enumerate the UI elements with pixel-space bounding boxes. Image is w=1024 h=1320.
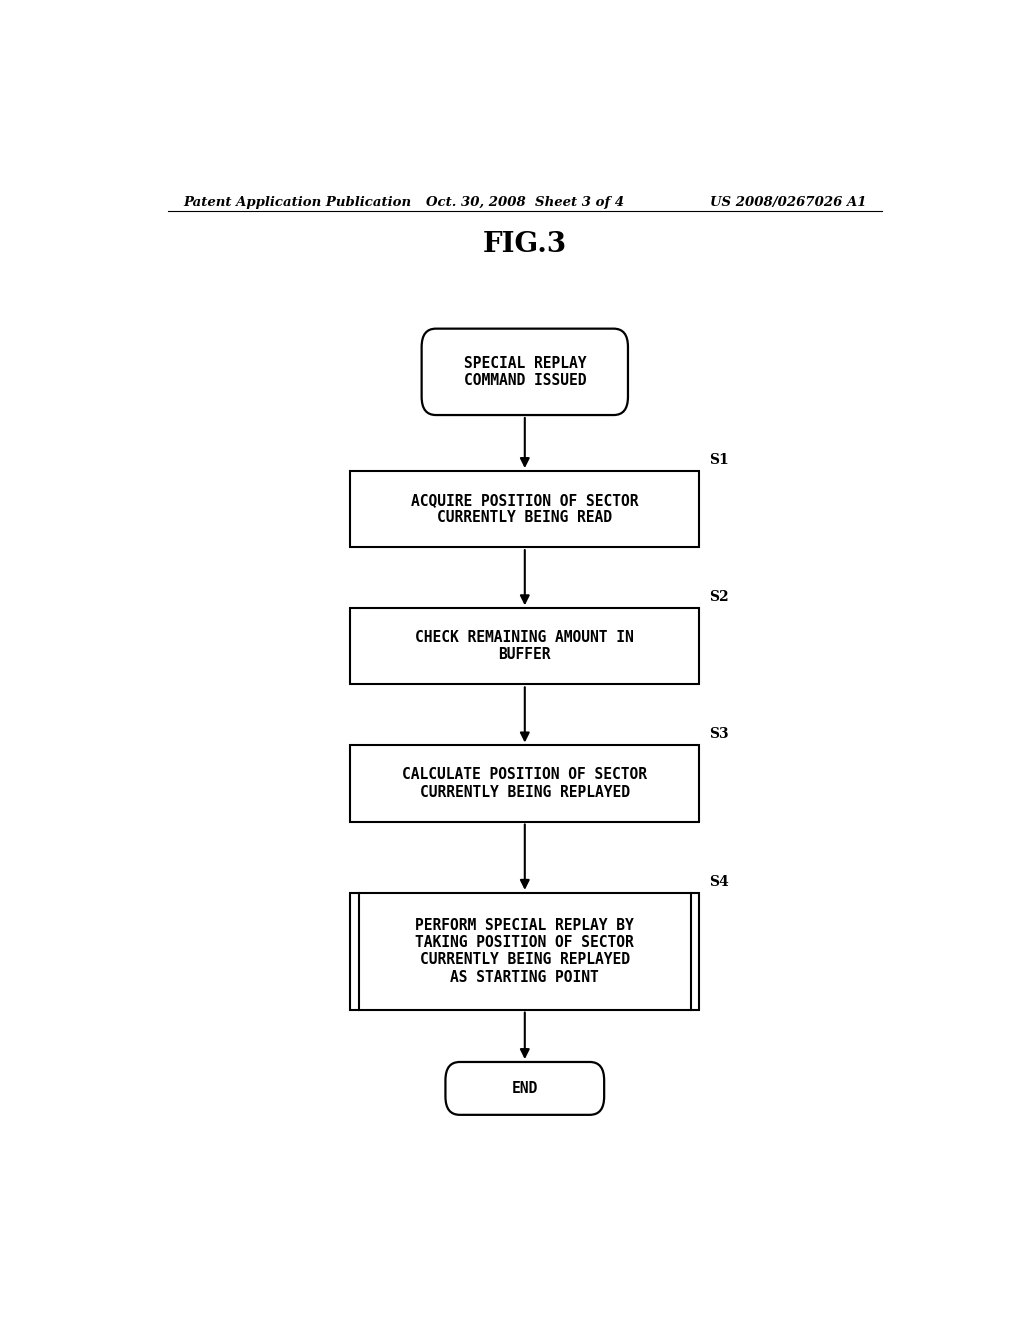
Text: S3: S3 <box>709 727 728 742</box>
Bar <box>350 746 699 821</box>
Bar <box>350 892 699 1010</box>
Text: END: END <box>512 1081 538 1096</box>
Text: CHECK REMAINING AMOUNT IN
BUFFER: CHECK REMAINING AMOUNT IN BUFFER <box>416 630 634 663</box>
Text: CALCULATE POSITION OF SECTOR
CURRENTLY BEING REPLAYED: CALCULATE POSITION OF SECTOR CURRENTLY B… <box>402 767 647 800</box>
Text: SPECIAL REPLAY
COMMAND ISSUED: SPECIAL REPLAY COMMAND ISSUED <box>464 355 586 388</box>
Text: FIG.3: FIG.3 <box>482 231 567 259</box>
Text: S2: S2 <box>709 590 728 605</box>
Text: S4: S4 <box>709 875 729 888</box>
Text: Oct. 30, 2008  Sheet 3 of 4: Oct. 30, 2008 Sheet 3 of 4 <box>426 195 624 209</box>
FancyBboxPatch shape <box>445 1063 604 1115</box>
Bar <box>350 471 699 548</box>
FancyBboxPatch shape <box>422 329 628 414</box>
Text: ACQUIRE POSITION OF SECTOR
CURRENTLY BEING READ: ACQUIRE POSITION OF SECTOR CURRENTLY BEI… <box>411 492 639 525</box>
Text: US 2008/0267026 A1: US 2008/0267026 A1 <box>710 195 866 209</box>
Text: S1: S1 <box>709 453 729 467</box>
Bar <box>350 609 699 684</box>
Text: Patent Application Publication: Patent Application Publication <box>183 195 412 209</box>
Text: PERFORM SPECIAL REPLAY BY
TAKING POSITION OF SECTOR
CURRENTLY BEING REPLAYED
AS : PERFORM SPECIAL REPLAY BY TAKING POSITIO… <box>416 917 634 985</box>
